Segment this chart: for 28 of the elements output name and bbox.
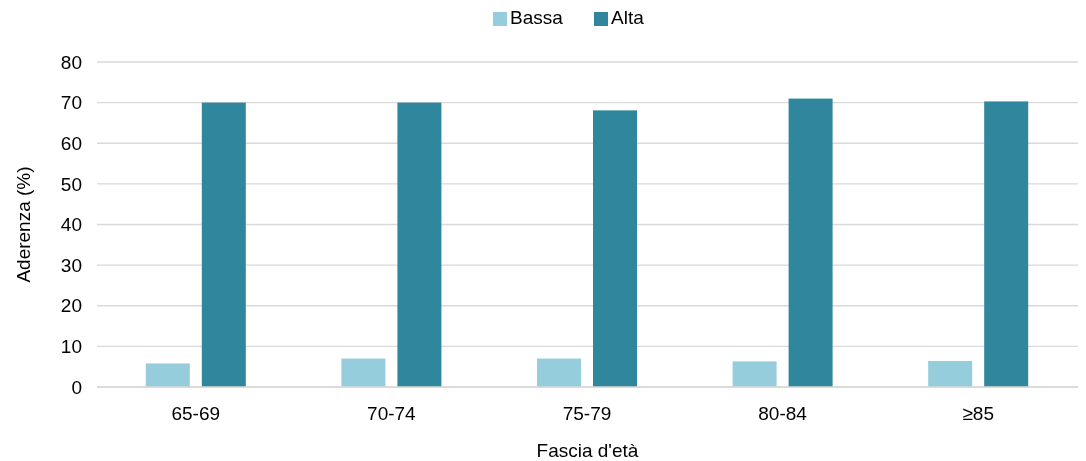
bar [145,363,190,387]
y-tick-label: 40 [60,214,82,236]
bar [984,101,1029,387]
bar [732,361,777,387]
bar [928,361,973,387]
bar [788,98,833,387]
y-tick-label: 60 [60,132,82,154]
legend-label: Bassa [510,7,564,28]
bar [537,358,581,387]
y-tick-label: 30 [60,254,82,276]
bar [201,102,246,387]
y-tick-label: 0 [71,376,82,398]
y-tick-label: 70 [60,92,82,114]
y-tick-label: 80 [60,51,82,73]
x-tick-label: 65-69 [171,403,221,424]
x-axis-title: Fascia d'età [536,440,639,461]
bar [341,358,386,387]
y-axis-title: Aderenza (%) [13,166,34,283]
x-tick-label: ≥85 [962,403,994,424]
x-tick-label: 80-84 [758,403,808,424]
x-tick-label: 70-74 [367,403,417,424]
y-tick-label: 20 [60,295,82,317]
y-tick-label: 50 [60,173,82,195]
bar [593,110,637,387]
legend-label: Alta [611,7,645,28]
y-tick-label: 10 [60,336,82,358]
bar [397,102,442,387]
x-tick-label: 75-79 [562,403,612,424]
